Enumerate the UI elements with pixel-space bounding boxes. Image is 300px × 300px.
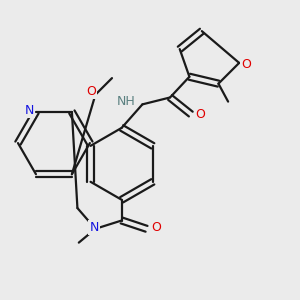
Text: O: O xyxy=(86,85,96,98)
Text: O: O xyxy=(241,58,251,71)
Text: O: O xyxy=(151,221,161,234)
Text: N: N xyxy=(89,221,99,234)
Text: N: N xyxy=(24,104,34,117)
Text: NH: NH xyxy=(117,95,136,108)
Text: O: O xyxy=(196,108,206,121)
